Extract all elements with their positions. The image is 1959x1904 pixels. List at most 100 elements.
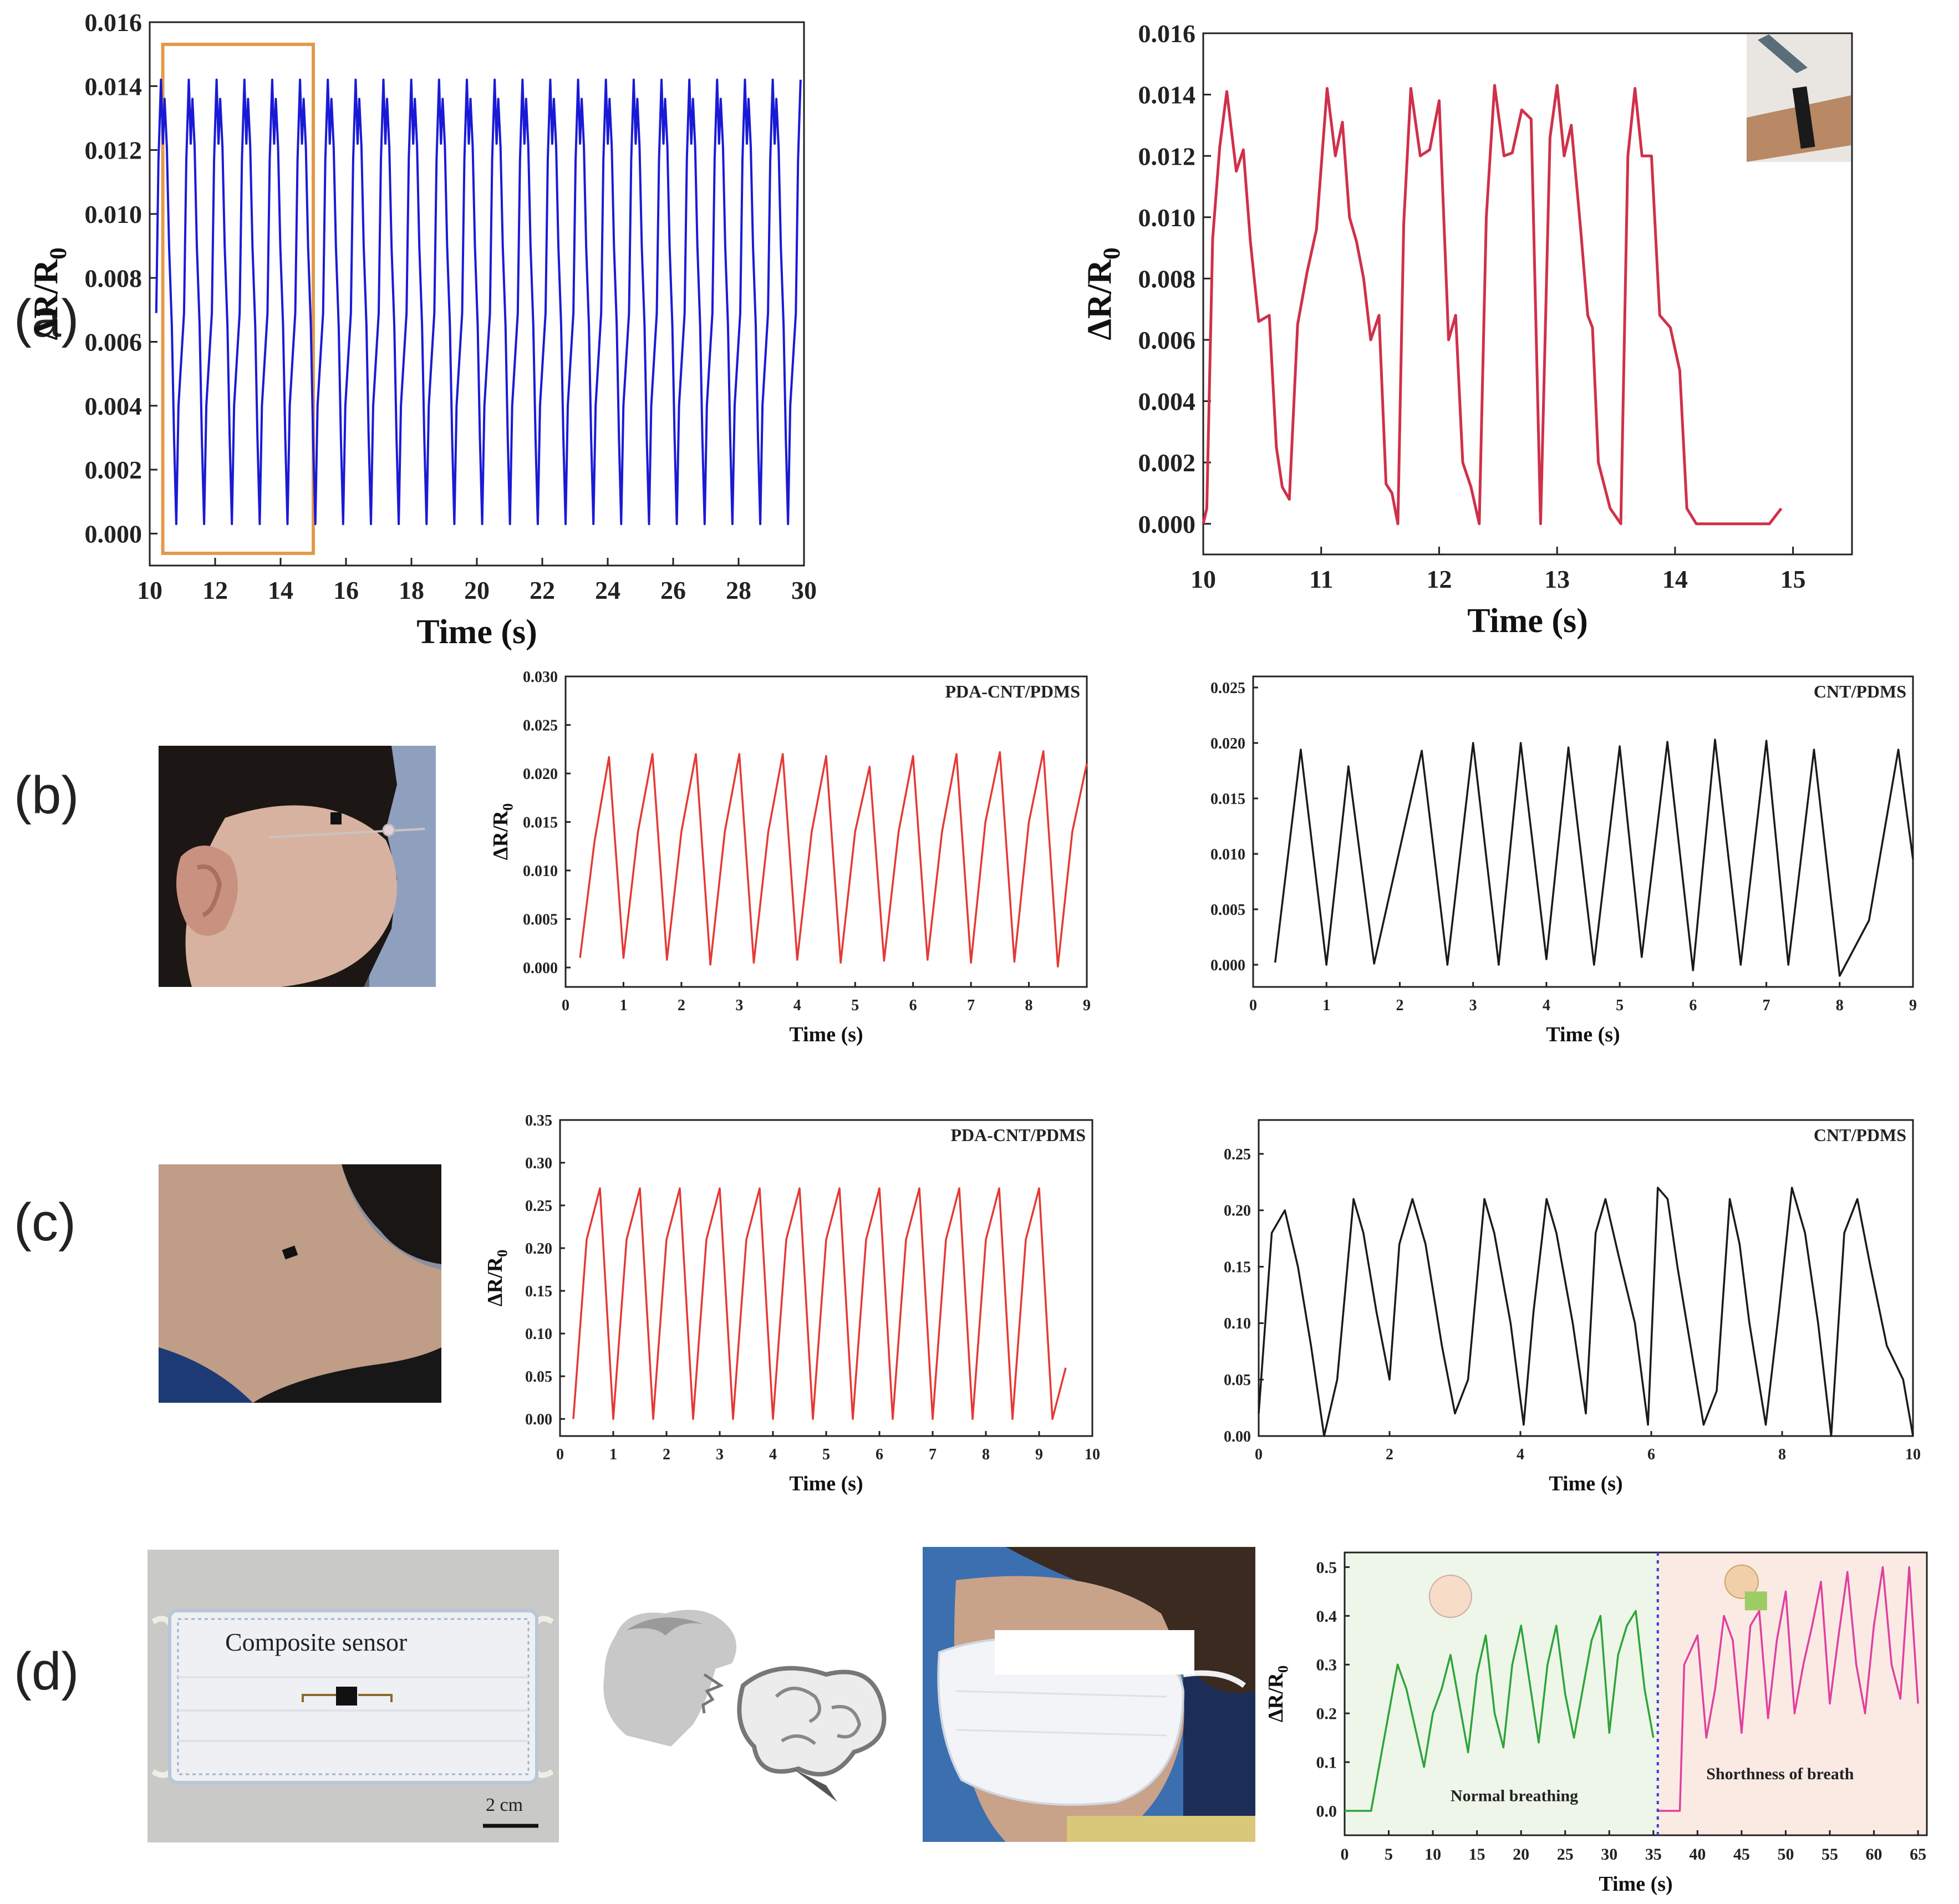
runner-icon xyxy=(1724,1564,1759,1599)
x-axis-title: Time (s) xyxy=(1546,1023,1620,1046)
series-line-0 xyxy=(1274,739,1914,977)
x-tick-label: 8 xyxy=(982,1446,990,1463)
breathing-face-illustration xyxy=(593,1602,893,1808)
chart-c-left: 0 1 2 3 4 5 6 7 8 9 10 0.00 0.05 0.10 0.15 0.20 0.25 0.30… xyxy=(484,1112,1100,1495)
y-tick-label: 0.016 xyxy=(85,8,143,37)
y-tick-label: 0.020 xyxy=(1210,735,1245,752)
y-tick-label: 0.3 xyxy=(1316,1656,1337,1674)
x-tick-label: 14 xyxy=(268,576,293,604)
x-tick-label: 14 xyxy=(1662,565,1688,593)
x-tick-label: 30 xyxy=(791,576,817,604)
x-tick-label: 7 xyxy=(1763,997,1770,1014)
y-tick-label: 0.000 xyxy=(1138,510,1196,538)
y-tick-label: 0.0 xyxy=(1316,1803,1337,1821)
x-tick-label: 8 xyxy=(1778,1446,1786,1463)
x-tick-label: 4 xyxy=(793,997,801,1014)
x-axis-title: Time (s) xyxy=(789,1023,863,1046)
series-line-0 xyxy=(155,78,802,526)
x-tick-label: 15 xyxy=(1780,565,1806,593)
x-tick-label: 7 xyxy=(967,997,975,1014)
x-tick-label: 1 xyxy=(619,997,627,1014)
chart-title: CNT/PDMS xyxy=(1814,1125,1906,1145)
series-line-0 xyxy=(572,1187,1067,1420)
y-tick-label: 0.25 xyxy=(525,1198,552,1215)
x-tick-label: 10 xyxy=(1905,1446,1921,1463)
panel-label-c: (c) xyxy=(14,1193,76,1252)
x-tick-label: 65 xyxy=(1910,1845,1926,1864)
y-tick-label: 0.002 xyxy=(85,456,143,484)
x-tick-label: 6 xyxy=(876,1446,883,1463)
y-tick-label: 0.006 xyxy=(85,328,143,357)
y-tick-label: 0.15 xyxy=(525,1283,552,1300)
x-tick-label: 30 xyxy=(1601,1845,1617,1864)
baby-icon xyxy=(1428,1575,1472,1618)
x-tick-label: 0 xyxy=(556,1446,564,1463)
y-tick-label: 0.004 xyxy=(85,392,143,420)
x-axis-title: Time (s) xyxy=(789,1472,863,1495)
scale-bar-label: 2 cm xyxy=(486,1795,523,1815)
x-tick-label: 0 xyxy=(1249,997,1257,1014)
y-tick-label: 0.014 xyxy=(1138,81,1196,109)
y-tick-label: 0.000 xyxy=(85,520,143,548)
x-tick-label: 9 xyxy=(1909,997,1917,1014)
y-tick-label: 0.014 xyxy=(85,72,143,100)
y-tick-label: 0.012 xyxy=(1138,142,1196,170)
x-axis-title: Time (s) xyxy=(416,613,537,651)
chart-d-right: 0 5 10 15 20 25 30 35 40 45 50 55 60 65 0.0 0.1 0.2 0.3 0.… xyxy=(1264,1551,1928,1896)
y-axis-title: ΔR/R0 xyxy=(484,1250,511,1307)
panel-label-b: (b) xyxy=(14,766,79,825)
chart-b-left: 0 1 2 3 4 5 6 7 8 9 0.000 0.005 0.010 0.015 0.020 0.025… xyxy=(489,669,1091,1046)
runner-body-icon xyxy=(1744,1591,1767,1611)
y-tick-label: 0.005 xyxy=(1210,902,1245,919)
annotation-shortness: Shorthness of breath xyxy=(1706,1765,1854,1783)
chart-a-right: 10 11 12 13 14 15 0.000 0.002 0.004 0.006 0.008 0.0… xyxy=(1081,19,1853,640)
y-tick-label: 0.005 xyxy=(523,911,558,928)
x-tick-label: 0 xyxy=(1255,1446,1263,1463)
y-tick-label: 0.008 xyxy=(85,264,143,292)
x-tick-label: 0 xyxy=(562,997,569,1014)
x-tick-label: 24 xyxy=(595,576,620,604)
y-tick-label: 0.05 xyxy=(525,1368,552,1386)
y-tick-label: 0.10 xyxy=(1224,1315,1251,1332)
x-tick-label: 25 xyxy=(1557,1845,1574,1864)
y-tick-label: 0.4 xyxy=(1316,1607,1337,1626)
y-tick-label: 0.008 xyxy=(1138,264,1196,293)
x-tick-label: 35 xyxy=(1645,1845,1662,1864)
x-tick-label: 40 xyxy=(1689,1845,1706,1864)
x-tick-label: 60 xyxy=(1866,1845,1882,1864)
photo-b-face-sensor xyxy=(159,746,436,987)
y-tick-label: 0.05 xyxy=(1224,1372,1251,1389)
series-line-0 xyxy=(1202,84,1783,526)
x-tick-label: 9 xyxy=(1035,1446,1043,1463)
x-tick-label: 3 xyxy=(716,1446,724,1463)
plot-frame xyxy=(559,1119,1093,1437)
x-tick-label: 5 xyxy=(1385,1845,1393,1864)
x-tick-label: 18 xyxy=(399,576,424,604)
x-tick-label: 20 xyxy=(1513,1845,1529,1864)
x-tick-label: 1 xyxy=(1322,997,1330,1014)
y-tick-label: 0.016 xyxy=(1138,19,1196,48)
y-axis-title: ΔR/R0 xyxy=(1081,247,1126,340)
y-tick-label: 0.000 xyxy=(523,960,558,977)
x-tick-label: 8 xyxy=(1025,997,1033,1014)
x-tick-label: 5 xyxy=(1616,997,1624,1014)
x-tick-label: 2 xyxy=(1386,1446,1393,1463)
y-tick-label: 0.10 xyxy=(525,1326,552,1343)
y-tick-label: 0.35 xyxy=(525,1112,552,1129)
x-tick-label: 5 xyxy=(851,997,859,1014)
x-tick-label: 50 xyxy=(1777,1845,1794,1864)
chart-a-left: 10 12 14 16 18 20 22 24 26 28 30 0.000 0.002 0.004 0.0… xyxy=(28,8,817,651)
y-tick-label: 0.000 xyxy=(1210,957,1245,974)
chart-title: PDA-CNT/PDMS xyxy=(950,1125,1086,1145)
x-tick-label: 4 xyxy=(1543,997,1550,1014)
x-tick-label: 22 xyxy=(530,576,555,604)
x-tick-label: 5 xyxy=(822,1446,830,1463)
photo-d-mask-sensor: Composite sensor 2 cm xyxy=(147,1550,559,1842)
x-tick-label: 26 xyxy=(660,576,686,604)
chart-c-right: 0 2 4 6 8 10 0.00 0.05 0.10 0.15 0.20 0.25 Time (s) C… xyxy=(1224,1119,1921,1495)
x-axis-title: Time (s) xyxy=(1549,1472,1622,1495)
y-tick-label: 0.010 xyxy=(1210,846,1245,863)
y-tick-label: 0.004 xyxy=(1138,388,1196,416)
y-tick-label: 0.015 xyxy=(1210,791,1245,808)
y-tick-label: 0.20 xyxy=(525,1240,552,1258)
